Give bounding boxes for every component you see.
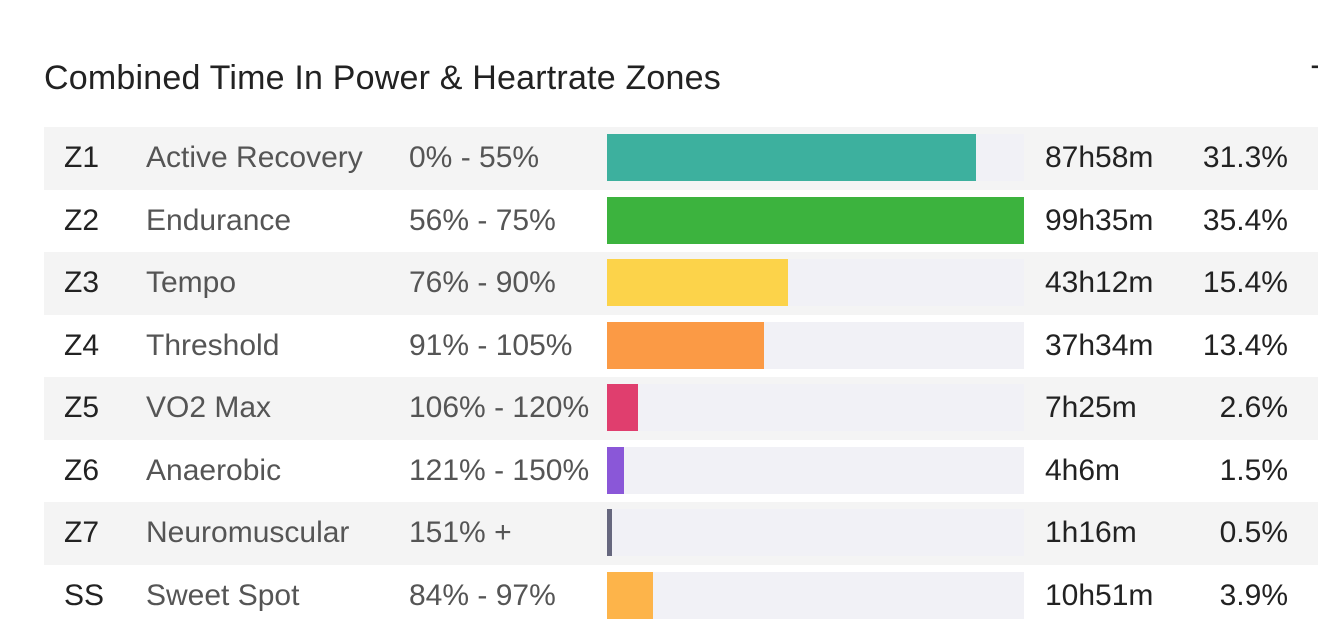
zone-row-z4: Z4 Threshold 91% - 105% 37h34m 13.4% bbox=[44, 315, 1318, 378]
zone-percent: 31.3% bbox=[1202, 141, 1288, 174]
zone-bar-track bbox=[607, 134, 1024, 181]
zone-percent: 0.5% bbox=[1219, 516, 1288, 549]
panel-title: Combined Time In Power & Heartrate Zones bbox=[44, 59, 721, 97]
zone-range: 121% - 150% bbox=[409, 453, 590, 487]
zone-bar-track bbox=[607, 571, 1024, 619]
zone-range: 106% - 120% bbox=[409, 391, 590, 424]
zone-bar-fill bbox=[607, 384, 638, 431]
zone-id: Z4 bbox=[64, 328, 100, 362]
zone-range: 76% - 90% bbox=[409, 266, 556, 299]
zone-range: 0% - 55% bbox=[409, 141, 540, 174]
zone-name: Neuromuscular bbox=[146, 516, 350, 549]
zone-bar-track bbox=[607, 259, 1024, 306]
zone-name: Tempo bbox=[146, 266, 237, 299]
zone-name: Endurance bbox=[146, 203, 292, 237]
zone-id: Z5 bbox=[64, 391, 100, 424]
zone-bar-fill bbox=[607, 321, 765, 369]
zone-bar-track bbox=[607, 509, 1024, 556]
zone-id: Z6 bbox=[64, 453, 100, 487]
zone-row-z6: Z6 Anaerobic 121% - 150% 4h6m 1.5% bbox=[44, 440, 1318, 503]
zone-range: 91% - 105% bbox=[409, 328, 573, 362]
zone-bar-fill bbox=[607, 196, 1024, 244]
next-panel-title-fragment: T bbox=[1311, 58, 1318, 98]
zone-time: 87h58m bbox=[1045, 141, 1154, 174]
zone-range: 84% - 97% bbox=[409, 578, 556, 612]
zone-time: 37h34m bbox=[1045, 328, 1154, 362]
zone-bar-fill bbox=[607, 446, 625, 494]
zone-name: Sweet Spot bbox=[146, 578, 300, 612]
zone-row-z2: Z2 Endurance 56% - 75% 99h35m 35.4% bbox=[44, 190, 1318, 253]
zones-table: Z1 Active Recovery 0% - 55% 87h58m 31.3% Z2 En… bbox=[44, 127, 1318, 627]
zone-time: 10h51m bbox=[1045, 578, 1154, 612]
zone-percent: 13.4% bbox=[1202, 328, 1288, 362]
zone-time: 4h6m bbox=[1045, 453, 1121, 487]
zone-bar-fill bbox=[607, 509, 613, 556]
zone-name: Threshold bbox=[146, 328, 280, 362]
zone-bar-fill bbox=[607, 571, 653, 619]
zone-name: Active Recovery bbox=[146, 141, 363, 174]
zone-percent: 3.9% bbox=[1219, 578, 1288, 612]
zone-row-z7: Z7 Neuromuscular 151% + 1h16m 0.5% bbox=[44, 502, 1318, 565]
zone-percent: 1.5% bbox=[1219, 453, 1288, 487]
zone-time: 1h16m bbox=[1045, 516, 1137, 549]
zone-bar-track bbox=[607, 446, 1024, 494]
zone-percent: 2.6% bbox=[1219, 391, 1288, 424]
zone-percent: 15.4% bbox=[1202, 266, 1288, 299]
zone-range: 56% - 75% bbox=[409, 203, 556, 237]
zone-row-ss: SS Sweet Spot 84% - 97% 10h51m 3.9% bbox=[44, 565, 1318, 628]
zone-time: 7h25m bbox=[1045, 391, 1137, 424]
zone-id: Z2 bbox=[64, 203, 100, 237]
zone-id: SS bbox=[64, 578, 105, 612]
zone-bar-track bbox=[607, 196, 1024, 244]
zone-time: 43h12m bbox=[1045, 266, 1154, 299]
zone-id: Z1 bbox=[64, 141, 100, 174]
zone-row-z5: Z5 VO2 Max 106% - 120% 7h25m 2.6% bbox=[44, 377, 1318, 440]
zone-time: 99h35m bbox=[1045, 203, 1154, 237]
zone-percent: 35.4% bbox=[1202, 203, 1288, 237]
zone-name: VO2 Max bbox=[146, 391, 272, 424]
zone-id: Z7 bbox=[64, 516, 100, 549]
zone-id: Z3 bbox=[64, 266, 100, 299]
zone-name: Anaerobic bbox=[146, 453, 282, 487]
zone-row-z3: Z3 Tempo 76% - 90% 43h12m 15.4% bbox=[44, 252, 1318, 315]
zone-bar-track bbox=[607, 321, 1024, 369]
zone-range: 151% + bbox=[409, 516, 512, 549]
zone-bar-fill bbox=[607, 134, 977, 181]
zone-bar-fill bbox=[607, 259, 789, 306]
zone-bar-track bbox=[607, 384, 1024, 431]
zone-row-z1: Z1 Active Recovery 0% - 55% 87h58m 31.3% bbox=[44, 127, 1318, 190]
